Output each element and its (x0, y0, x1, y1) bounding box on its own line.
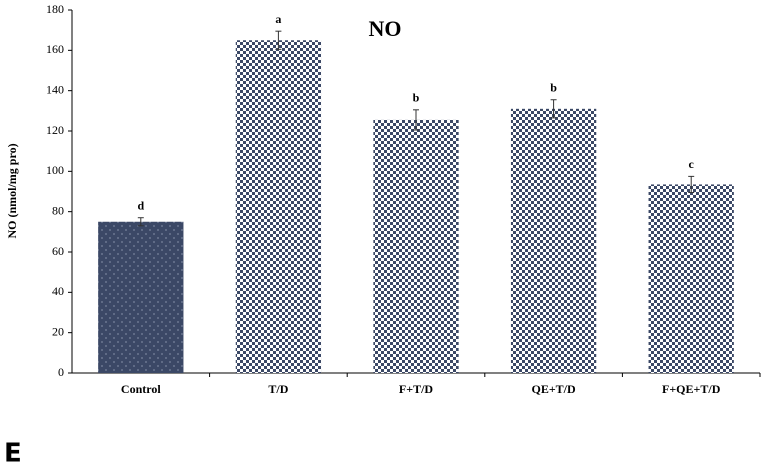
error-bar (413, 109, 419, 131)
significance-letter: b (550, 80, 557, 94)
panel-label: E (4, 439, 22, 467)
x-tick-label: F+T/D (399, 382, 434, 396)
error-bar (550, 99, 557, 119)
x-tick-label: F+QE+T/D (662, 382, 721, 396)
significance-letter: c (689, 157, 695, 171)
error-bar (275, 30, 282, 50)
error-bar (137, 217, 144, 227)
y-tick-label: 0 (58, 365, 64, 379)
y-tick-label: 140 (46, 82, 64, 96)
bar (648, 184, 734, 373)
chart-title: NO (369, 16, 402, 41)
y-tick-label: 180 (46, 2, 64, 16)
significance-letter: a (275, 12, 281, 26)
y-tick-label: 160 (46, 42, 64, 56)
bar (235, 40, 322, 373)
error-bar (688, 175, 695, 194)
y-tick-label: 120 (46, 123, 64, 137)
significance-letter: d (137, 198, 144, 212)
x-tick-label: T/D (268, 382, 288, 396)
y-tick-label: 100 (46, 163, 64, 177)
significance-letter: b (413, 91, 420, 105)
y-tick-label: 40 (52, 284, 64, 298)
y-tick-label: 20 (52, 324, 64, 338)
bar (373, 119, 459, 374)
bar (510, 108, 597, 374)
bar (98, 221, 184, 373)
y-tick-label: 60 (52, 244, 64, 258)
x-tick-label: QE+T/D (532, 382, 577, 396)
y-tick-label: 80 (52, 203, 64, 217)
x-tick-label: Control (121, 382, 161, 396)
y-axis-label: NO (nmol/mg pro) (5, 143, 19, 238)
